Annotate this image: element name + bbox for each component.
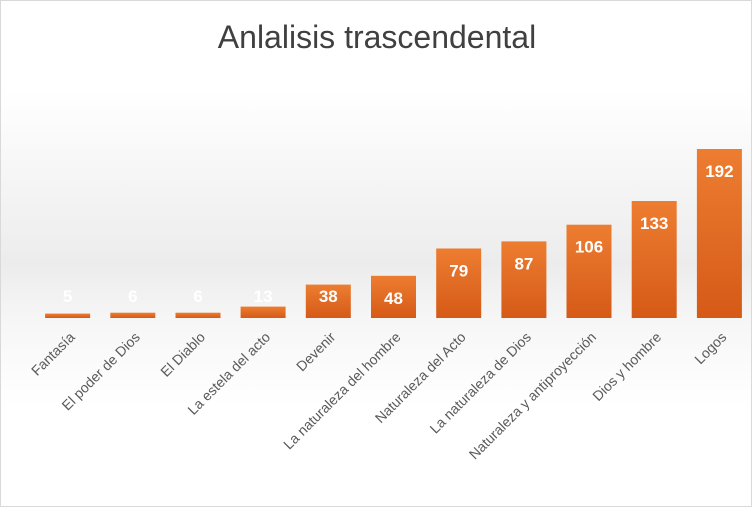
bar [696,149,742,318]
category-label: El Diablo [157,329,208,380]
data-label: 192 [705,162,733,181]
bar [305,284,351,318]
category-label: La naturaleza del hombre [280,329,404,453]
data-label: 87 [514,254,533,273]
bar [240,306,286,318]
data-label: 79 [449,262,468,281]
data-label: 106 [575,238,603,257]
bar [436,248,482,318]
data-label: 133 [640,214,668,233]
data-label: 38 [319,287,338,306]
value-labels-group: 5 6 6 13 38 48 79 87 106 133 192 [63,162,734,308]
bar [45,313,91,318]
data-label: 13 [254,287,273,306]
category-label: Naturaleza y antiproyección [466,329,599,462]
category-label: Fantasía [28,329,78,379]
category-label: Devenir [293,329,339,375]
bar [175,312,221,318]
bar [110,312,156,318]
bar [631,201,677,318]
data-label: 6 [193,287,202,306]
data-label: 48 [384,289,403,308]
bar [371,275,416,318]
category-label: Dios y hombre [589,329,664,404]
chart-title: Anlalisis trascendental [217,19,537,55]
data-label: 6 [128,287,137,306]
data-label: 5 [63,287,72,306]
bars-group [45,149,742,318]
category-label: Logos [691,329,729,367]
bar [566,224,612,318]
bar [501,241,547,318]
